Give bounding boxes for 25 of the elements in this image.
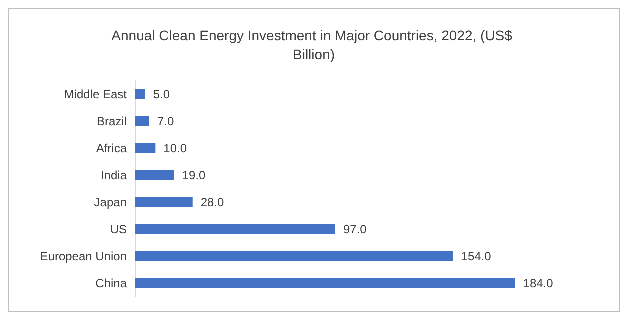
bar bbox=[135, 90, 146, 100]
bar bbox=[135, 252, 454, 262]
y-tick-label: Africa bbox=[96, 142, 128, 156]
data-label: 97.0 bbox=[343, 222, 368, 236]
y-tick-label: Brazil bbox=[96, 114, 127, 128]
chart-title: Annual Clean Energy Investment in Major Countries, 2022, (US$ Billion) bbox=[112, 28, 516, 62]
bar bbox=[135, 278, 516, 288]
y-tick-label: Japan bbox=[94, 196, 127, 210]
y-tick-label: European Union bbox=[40, 250, 127, 264]
data-label: 28.0 bbox=[200, 196, 225, 210]
data-label: 7.0 bbox=[157, 114, 174, 128]
bar bbox=[135, 224, 336, 234]
bar bbox=[135, 170, 174, 180]
y-tick-label: China bbox=[96, 276, 128, 290]
bar bbox=[135, 144, 156, 154]
data-label: 19.0 bbox=[182, 168, 206, 182]
y-tick-label: Middle East bbox=[64, 88, 128, 102]
y-tick-label: US bbox=[110, 222, 127, 236]
y-tick-label: India bbox=[100, 168, 128, 182]
data-label: 10.0 bbox=[164, 142, 188, 156]
bar bbox=[135, 198, 193, 208]
data-label: 154.0 bbox=[461, 250, 492, 264]
data-label: 184.0 bbox=[523, 276, 554, 290]
data-label: 5.0 bbox=[153, 88, 170, 102]
bar bbox=[135, 116, 150, 126]
